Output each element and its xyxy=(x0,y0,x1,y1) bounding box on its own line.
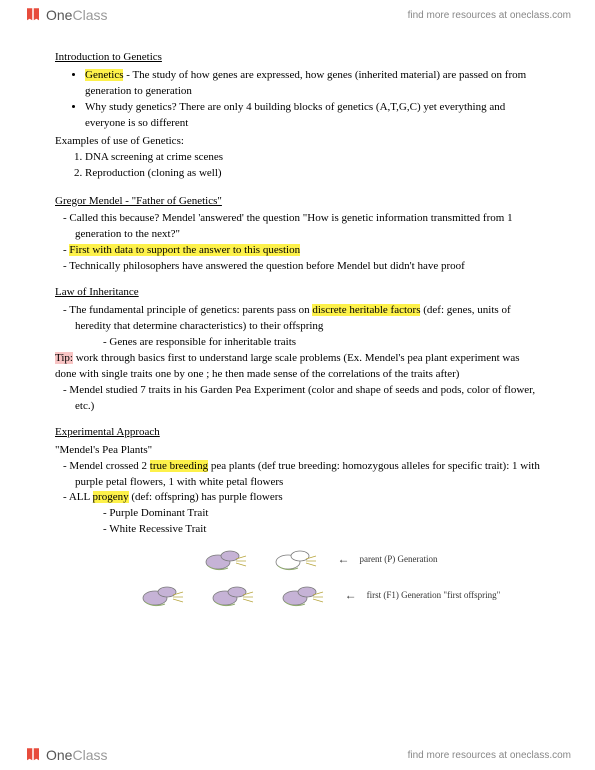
law-list: The fundamental principle of genetics: p… xyxy=(55,303,540,351)
tip-line: Tip: work through basics first to unders… xyxy=(55,351,540,383)
list-item: ALL progeny (def: offspring) has purple … xyxy=(75,490,540,538)
text: (def: offspring) has purple flowers xyxy=(129,491,283,503)
list-item: Mendel crossed 2 true breeding pea plant… xyxy=(75,459,540,491)
book-icon xyxy=(24,746,42,764)
exp-list: Mendel crossed 2 true breeding pea plant… xyxy=(55,459,540,539)
header: OneClass find more resources at oneclass… xyxy=(0,0,595,30)
list-item: Purple Dominant Trait xyxy=(115,506,540,522)
logo-text-left: One xyxy=(46,7,72,23)
highlight: progeny xyxy=(93,491,129,503)
list-item: The fundamental principle of genetics: p… xyxy=(75,303,540,351)
f1-generation-row: ← first (F1) Generation "first offspring… xyxy=(135,580,501,610)
list-item: Genetics - The study of how genes are ex… xyxy=(85,68,540,100)
pea-flower-purple-icon xyxy=(275,580,335,610)
examples-list: DNA screening at crime scenes Reproducti… xyxy=(55,150,540,182)
list-item: First with data to support the answer to… xyxy=(75,243,540,259)
document-body: Introduction to Genetics Genetics - The … xyxy=(0,30,595,620)
section-title-intro: Introduction to Genetics xyxy=(55,50,540,66)
sub-list: Purple Dominant Trait White Recessive Tr… xyxy=(75,506,540,538)
pea-flower-purple-icon xyxy=(198,544,258,574)
pea-diagram: ← parent (P) Generation ← first (F1) Gen… xyxy=(95,544,540,610)
highlight: Genetics xyxy=(85,69,123,81)
book-icon xyxy=(24,6,42,24)
footer-tagline: find more resources at oneclass.com xyxy=(408,750,571,761)
list-item: DNA screening at crime scenes xyxy=(85,150,540,166)
logo: OneClass xyxy=(24,746,107,764)
exp-subtitle: "Mendel's Pea Plants" xyxy=(55,443,540,459)
highlight: First with data to support the answer to… xyxy=(69,244,300,256)
list-item: Why study genetics? There are only 4 bui… xyxy=(85,100,540,132)
section-title-exp: Experimental Approach xyxy=(55,425,540,441)
list-item: Reproduction (cloning as well) xyxy=(85,166,540,182)
list-item: White Recessive Trait xyxy=(115,522,540,538)
sub-list: Genes are responsible for inheritable tr… xyxy=(75,335,540,351)
pea-flower-purple-icon xyxy=(205,580,265,610)
logo-text-right: Class xyxy=(72,747,107,763)
logo: OneClass xyxy=(24,6,107,24)
text: - The study of how genes are expressed, … xyxy=(85,69,526,97)
highlight: true breeding xyxy=(150,460,208,472)
text: Mendel crossed 2 xyxy=(69,460,149,472)
law-list-2: Mendel studied 7 traits in his Garden Pe… xyxy=(55,383,540,415)
logo-text-right: Class xyxy=(72,7,107,23)
logo-text-left: One xyxy=(46,747,72,763)
list-item: Mendel studied 7 traits in his Garden Pe… xyxy=(75,383,540,415)
arrow-icon: ← xyxy=(345,587,357,604)
tip-label: Tip: xyxy=(55,352,73,364)
highlight: discrete heritable factors xyxy=(312,304,420,316)
list-item: Called this because? Mendel 'answered' t… xyxy=(75,211,540,243)
p-gen-label: parent (P) Generation xyxy=(360,553,438,566)
text: ALL xyxy=(69,491,93,503)
tip-body: work through basics first to understand … xyxy=(55,352,520,380)
pea-flower-white-icon xyxy=(268,544,328,574)
section-title-law: Law of Inheritance xyxy=(55,285,540,301)
p-generation-row: ← parent (P) Generation xyxy=(198,544,438,574)
examples-label: Examples of use of Genetics: xyxy=(55,134,540,150)
section-title-mendel: Gregor Mendel - "Father of Genetics" xyxy=(55,194,540,210)
footer: OneClass find more resources at oneclass… xyxy=(0,740,595,770)
arrow-icon: ← xyxy=(338,551,350,568)
pea-flower-purple-icon xyxy=(135,580,195,610)
text: The fundamental principle of genetics: p… xyxy=(69,304,312,316)
header-tagline: find more resources at oneclass.com xyxy=(408,10,571,21)
list-item: Technically philosophers have answered t… xyxy=(75,259,540,275)
list-item: Genes are responsible for inheritable tr… xyxy=(115,335,540,351)
f1-gen-label: first (F1) Generation "first offspring" xyxy=(367,589,501,602)
intro-bullets: Genetics - The study of how genes are ex… xyxy=(55,68,540,132)
mendel-list: Called this because? Mendel 'answered' t… xyxy=(55,211,540,275)
